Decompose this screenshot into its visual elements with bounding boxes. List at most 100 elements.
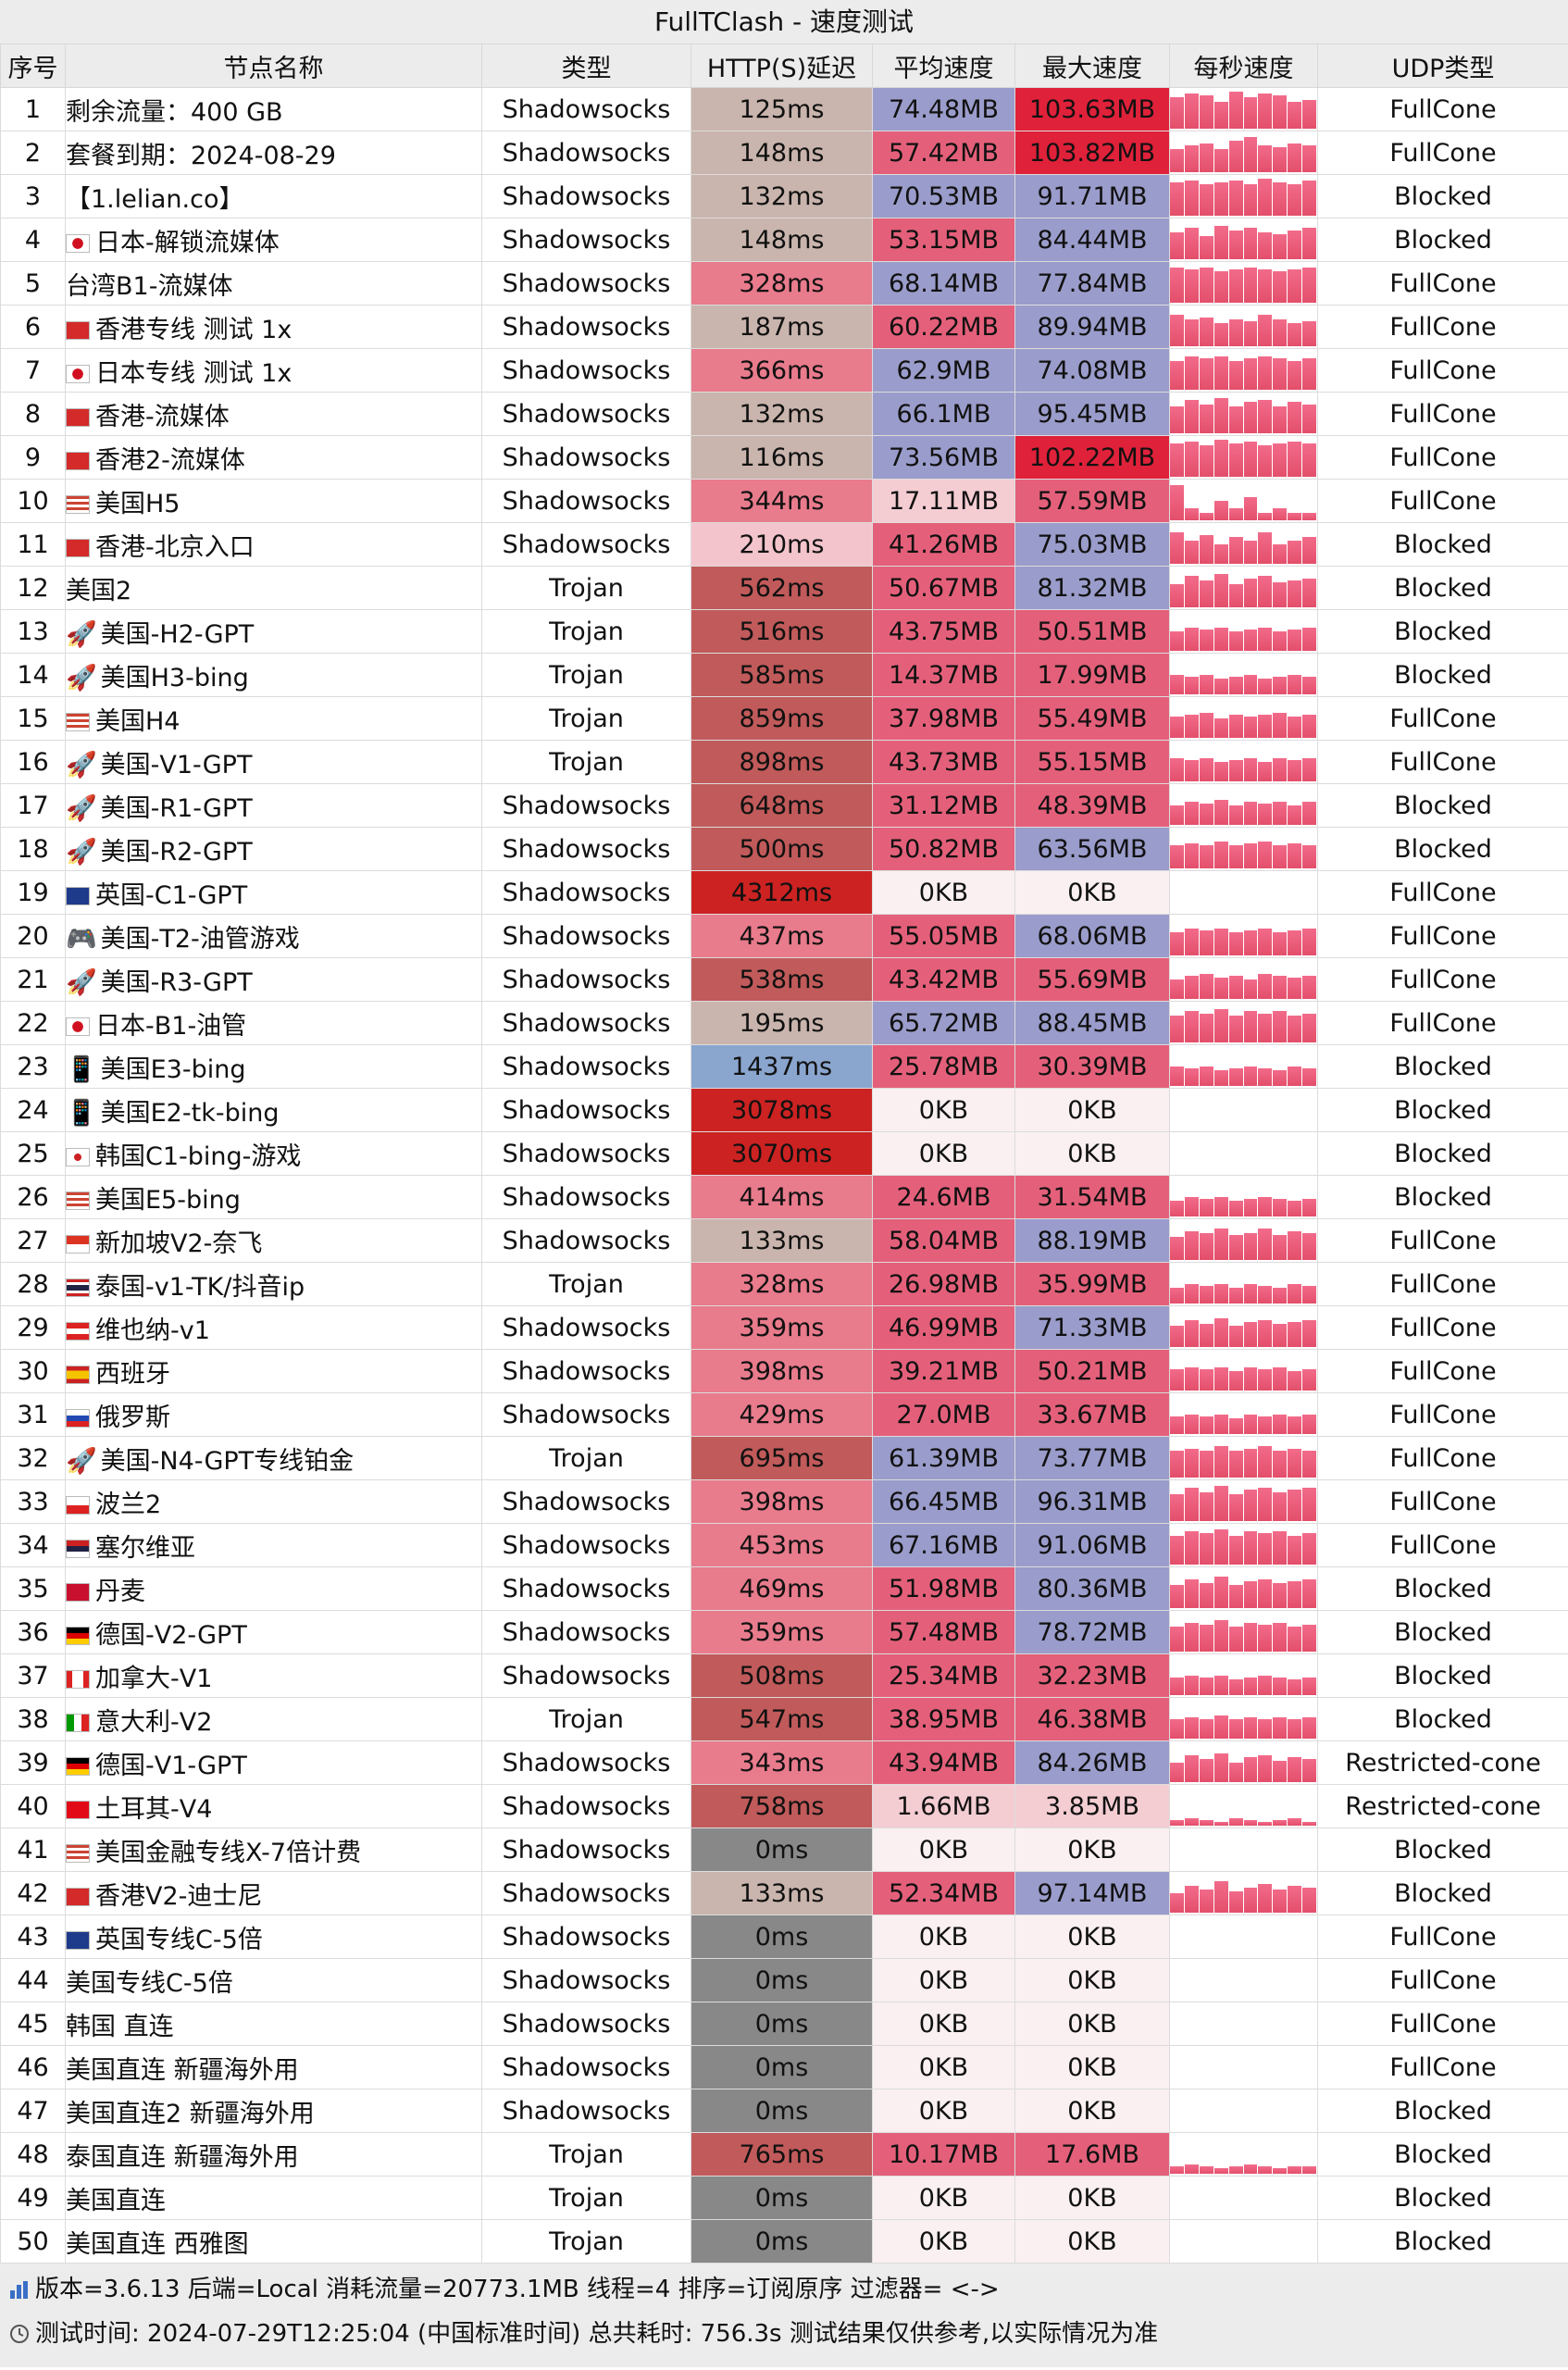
flag-hk-icon	[66, 407, 90, 427]
per-second-sparkline	[1169, 218, 1318, 262]
sparkline-bar	[1184, 975, 1199, 999]
sparkline-bar	[1288, 1015, 1302, 1042]
sparkline-bar	[1243, 2164, 1258, 2174]
node-type: Shadowsocks	[481, 1740, 691, 1785]
sparkline-bar	[1199, 629, 1213, 651]
delay-cell: 398ms	[691, 1349, 873, 1393]
node-type: Shadowsocks	[481, 392, 691, 436]
sparkline-bar	[1184, 1622, 1199, 1652]
max-speed-cell: 0KB	[1014, 1958, 1170, 2002]
max-speed-cell: 97.14MB	[1014, 1871, 1170, 1915]
table-row: 25 韩国C1-bing-游戏 Shadowsocks 3070ms 0KB 0KB Blo…	[0, 1131, 1568, 1176]
udp-type: FullCone	[1317, 1262, 1568, 1306]
max-speed-cell: 63.56MB	[1014, 827, 1170, 871]
node-name-label: 剩余流量：400 GB	[66, 97, 283, 127]
sparkline-bar	[1228, 230, 1243, 259]
per-second-sparkline	[1169, 783, 1318, 828]
node-name: 🚀 美国-R2-GPT	[65, 827, 482, 871]
avg-speed-cell: 1.66MB	[872, 1784, 1015, 1828]
max-speed-cell: 32.23MB	[1014, 1653, 1170, 1698]
table-row: 12 美国2 Trojan 562ms 50.67MB 81.32MB Blocked	[0, 566, 1568, 610]
per-second-sparkline	[1169, 305, 1318, 349]
sparkline-bar	[1273, 1760, 1288, 1782]
per-second-sparkline	[1169, 740, 1318, 784]
sparkline-bar	[1243, 1199, 1258, 1216]
sparkline-bar	[1243, 1448, 1258, 1478]
sparkline-bar	[1199, 1066, 1213, 1086]
sparkline-bar	[1213, 1620, 1228, 1652]
per-second-sparkline	[1169, 1131, 1318, 1176]
row-index: 7	[0, 348, 66, 393]
sparkline-bar	[1273, 182, 1288, 216]
delay-cell: 516ms	[691, 609, 873, 654]
sparkline-bar	[1273, 1819, 1288, 1826]
node-type: Shadowsocks	[481, 348, 691, 393]
table-row: 1 剩余流量：400 GB Shadowsocks 125ms 74.48MB 103.6…	[0, 87, 1568, 131]
flag-hk-icon	[66, 1887, 90, 1906]
node-type: Shadowsocks	[481, 218, 691, 262]
node-name-label: 新加坡V2-奈飞	[95, 1229, 263, 1258]
node-type: Shadowsocks	[481, 261, 691, 306]
max-speed-cell: 0KB	[1014, 870, 1170, 915]
max-speed-cell: 103.63MB	[1014, 87, 1170, 131]
table-row: 49 美国直连 Trojan 0ms 0KB 0KB Blocked	[0, 2176, 1568, 2220]
per-second-sparkline	[1169, 1001, 1318, 1045]
sparkline-bar	[1184, 1817, 1199, 1826]
delay-cell: 133ms	[691, 1218, 873, 1263]
delay-cell: 0ms	[691, 2045, 873, 2089]
udp-type: FullCone	[1317, 305, 1568, 349]
flag-us-icon	[66, 494, 90, 514]
sparkline-bar	[1288, 675, 1302, 694]
sparkline-bar	[1273, 1531, 1288, 1565]
sparkline-bar	[1199, 1491, 1213, 1521]
sparkline-bar	[1199, 268, 1213, 303]
node-type: Shadowsocks	[481, 174, 691, 218]
sparkline-bar	[1228, 805, 1243, 825]
per-second-sparkline	[1169, 2002, 1318, 2046]
game-icon: 🎮	[66, 924, 97, 954]
sparkline-bar	[1199, 1450, 1213, 1478]
sparkline-bar	[1228, 844, 1243, 868]
table-row: 17 🚀 美国-R1-GPT Shadowsocks 648ms 31.12MB 48.39…	[0, 783, 1568, 828]
sparkline-bar	[1258, 627, 1273, 651]
sparkline-bar	[1273, 1011, 1288, 1042]
row-index: 25	[0, 1131, 66, 1176]
node-name: 土耳其-V4	[65, 1784, 482, 1828]
node-name-label: 德国-V1-GPT	[95, 1751, 247, 1780]
sparkline-bar	[1228, 975, 1243, 999]
node-name-label: 美国H4	[95, 706, 180, 736]
node-name: 🚀 美国-H2-GPT	[65, 609, 482, 654]
avg-speed-cell: 50.67MB	[872, 566, 1015, 610]
delay-cell: 3078ms	[691, 1088, 873, 1132]
sparkline	[1170, 1439, 1317, 1478]
avg-speed-cell: 27.0MB	[872, 1392, 1015, 1437]
max-speed-cell: 31.54MB	[1014, 1175, 1170, 1219]
sparkline	[1171, 873, 1317, 912]
sparkline-bar	[1273, 443, 1288, 477]
sparkline-bar	[1170, 931, 1184, 955]
sparkline-bar	[1302, 1758, 1317, 1782]
sparkline-bar	[1184, 181, 1199, 216]
max-speed-cell: 0KB	[1014, 1131, 1170, 1176]
avg-speed-cell: 0KB	[872, 2045, 1015, 2089]
node-name: 🎮 美国-T2-油管游戏	[65, 914, 482, 958]
sparkline-bar	[1228, 181, 1243, 216]
delay-cell: 429ms	[691, 1392, 873, 1437]
sparkline-bar	[1170, 1584, 1184, 1608]
table-row: 19 英国-C1-GPT Shadowsocks 4312ms 0KB 0KB FullCo…	[0, 870, 1568, 915]
header-row: 序号 节点名称 类型 HTTP(S)延迟 平均速度 最大速度 每秒速度 UDP类…	[0, 44, 1568, 88]
per-second-sparkline	[1169, 870, 1318, 915]
sparkline-bar	[1184, 269, 1199, 303]
per-second-sparkline	[1169, 131, 1318, 175]
delay-cell: 328ms	[691, 261, 873, 306]
node-name-label: 西班牙	[95, 1359, 170, 1389]
node-name-label: 波兰2	[95, 1490, 162, 1519]
sparkline-bar	[1302, 1578, 1317, 1608]
sparkline-bar	[1199, 712, 1213, 738]
sparkline-bar	[1243, 757, 1258, 781]
sparkline-bar	[1273, 631, 1288, 651]
sparkline-bar	[1184, 928, 1199, 955]
row-index: 1	[0, 87, 66, 131]
window-title: FullTClash - 速度测试	[0, 0, 1568, 44]
row-index: 29	[0, 1305, 66, 1350]
